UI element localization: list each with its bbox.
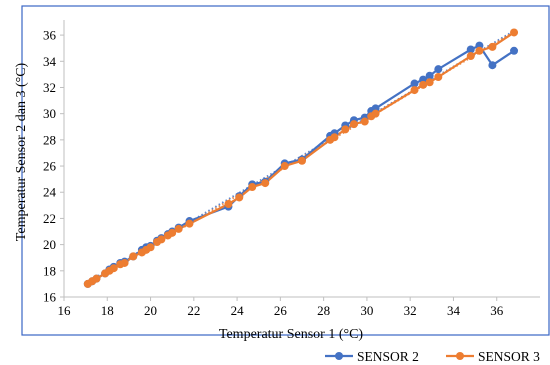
chart-frame [21, 5, 550, 336]
legend: SENSOR 2 SENSOR 3 [325, 349, 540, 364]
data-point-series-2 [360, 117, 369, 126]
data-point-series-1 [434, 65, 443, 74]
y-tick-label: 24 [43, 185, 57, 200]
data-point-series-2 [280, 162, 289, 171]
x-tick-label: 36 [490, 303, 504, 318]
x-tick-label: 28 [317, 303, 330, 318]
x-tick-label: 18 [101, 303, 114, 318]
data-point-series-2 [261, 179, 270, 188]
y-tick-label: 16 [43, 290, 57, 305]
x-tick-label: 16 [58, 303, 72, 318]
legend-label-series-2: SENSOR 3 [478, 349, 540, 364]
data-point-series-2 [146, 243, 155, 252]
data-point-series-2 [349, 120, 358, 129]
y-tick-label: 34 [43, 54, 57, 69]
y-tick-label: 28 [43, 132, 56, 147]
data-point-series-1 [410, 79, 419, 88]
data-series [83, 28, 519, 288]
x-tick-label: 26 [274, 303, 288, 318]
y-tick-label: 32 [43, 80, 56, 95]
legend-label-series-1: SENSOR 2 [357, 349, 419, 364]
data-point-series-2 [434, 73, 443, 81]
data-point-series-2 [298, 156, 306, 165]
data-point-series-2 [510, 28, 519, 37]
y-tick-label: 20 [43, 237, 56, 252]
data-point-series-2 [92, 274, 101, 283]
data-point-series-2 [330, 133, 339, 142]
data-point-series-1 [466, 45, 475, 54]
y-tick-label: 30 [43, 106, 56, 121]
x-tick-label: 24 [231, 303, 245, 318]
data-point-series-1 [425, 71, 434, 80]
y-axis-title: Temperatur Sensor 2 dan 3 (°C) [14, 62, 29, 241]
data-point-series-2 [174, 224, 183, 233]
data-point-series-1 [488, 61, 497, 70]
y-tick-label: 18 [43, 263, 56, 278]
legend-marker-series-1 [335, 352, 343, 360]
data-point-series-2 [185, 219, 194, 228]
data-point-series-2 [157, 235, 166, 244]
data-point-series-2 [425, 78, 434, 87]
y-tick-label: 36 [43, 28, 57, 43]
data-point-series-1 [510, 46, 519, 55]
legend-marker-series-2 [456, 352, 464, 360]
data-point-series-2 [419, 80, 428, 89]
data-point-series-2 [371, 109, 380, 118]
x-tick-label: 22 [187, 303, 200, 318]
data-point-series-2 [235, 193, 244, 202]
data-point-series-2 [129, 252, 138, 261]
x-tick-label: 20 [144, 303, 157, 318]
data-point-series-2 [410, 86, 419, 95]
y-tick-label: 22 [43, 211, 56, 226]
data-point-series-2 [120, 258, 129, 267]
x-tick-label: 34 [447, 303, 461, 318]
axes: 16 18 20 22 24 26 28 30 32 34 36 16 18 20 22 24 26 28 30 32… [43, 20, 540, 318]
x-tick-label: 30 [360, 303, 373, 318]
data-point-series-2 [109, 264, 118, 273]
data-point-series-2 [475, 46, 484, 55]
y-tick-label: 26 [43, 159, 57, 174]
x-tick-label: 32 [404, 303, 417, 318]
data-point-series-2 [488, 42, 497, 51]
data-point-series-2 [466, 52, 475, 61]
data-point-series-2 [248, 183, 257, 191]
data-point-series-2 [341, 125, 350, 134]
data-point-series-2 [168, 228, 177, 237]
x-axis-title: Temperatur Sensor 1 (°C) [219, 327, 364, 342]
data-point-series-2 [224, 200, 233, 209]
